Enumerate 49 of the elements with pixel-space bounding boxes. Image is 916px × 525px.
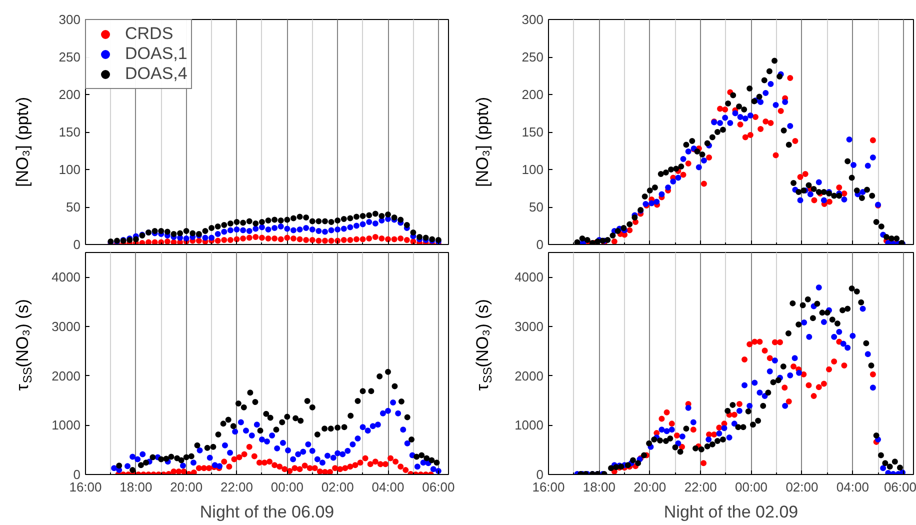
x-tick-label: 18:00 [582,480,616,494]
x-tick-label: 22:00 [220,480,254,494]
legend-label: DOAS,4 [125,64,188,84]
x-tick-label: 22:00 [684,480,717,494]
y-tick-label: 200 [58,87,81,102]
x-tick-label: 18:00 [120,480,152,494]
x-axis-title: Night of the 06.09 [200,502,334,522]
x-tick-label: 16:00 [69,480,102,494]
y-tick-label: 300 [522,12,544,27]
x-tick-label: 06:00 [884,480,916,494]
y-tick-label: 50 [529,200,544,214]
y-axis-title: τSS(NO₃) (s) [13,299,34,391]
y-tick-label: 2000 [52,368,80,384]
y-tick-label: 150 [522,124,544,140]
x-tick-label: 20:00 [170,480,203,494]
y-tick-label: 0 [73,467,81,482]
y-tick-label: 3000 [514,319,544,334]
y-tick-label: 200 [522,87,544,102]
x-tick-label: 06:00 [422,480,455,494]
x-tick-label: 20:00 [634,480,666,494]
y-tick-label: 100 [522,162,544,177]
y-axis-title: τSS(NO₃) (s) [473,299,494,391]
y-tick-label: 300 [58,12,81,27]
x-tick-label: 04:00 [372,480,404,494]
y-tick-label: 50 [66,200,81,214]
x-tick-label: 02:00 [321,480,354,494]
legend-label: DOAS,1 [125,44,188,64]
y-tick-label: 150 [58,124,81,140]
y-tick-label: 0 [73,237,81,252]
x-axis-title: Night of the 02.09 [664,502,798,522]
y-axis-title: [NO₃] (pptv) [473,96,492,187]
y-tick-label: 4000 [514,270,544,285]
y-tick-label: 3000 [52,319,80,334]
y-tick-label: 1000 [514,418,544,433]
y-tick-label: 1000 [52,418,80,433]
x-tick-label: 00:00 [735,480,768,494]
y-tick-label: 0 [536,237,544,252]
y-tick-label: 2000 [514,368,544,384]
y-axis-title: [NO₃] (pptv) [13,96,32,187]
x-tick-label: 00:00 [270,480,304,494]
x-tick-label: 16:00 [532,480,565,494]
y-tick-label: 250 [522,50,544,64]
x-tick-label: 02:00 [786,480,818,494]
y-tick-label: 100 [58,162,81,177]
legend-label: CRDS [125,24,174,44]
y-tick-label: 4000 [52,270,80,285]
x-tick-label: 04:00 [836,480,869,494]
y-tick-label: 250 [58,50,81,64]
y-tick-label: 0 [536,467,544,482]
